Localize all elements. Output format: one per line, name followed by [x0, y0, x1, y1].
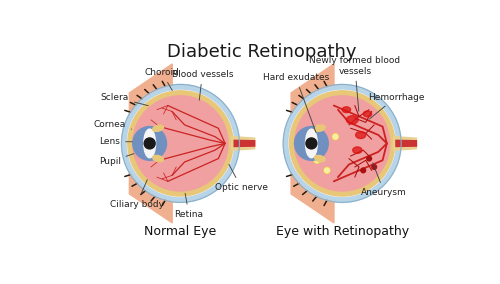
- Text: Hemorrhage: Hemorrhage: [368, 93, 424, 119]
- Circle shape: [128, 90, 234, 197]
- Circle shape: [128, 91, 233, 196]
- Text: Diabetic Retinopathy: Diabetic Retinopathy: [166, 43, 356, 61]
- Circle shape: [290, 91, 395, 196]
- Text: Newly formed blood
vessels: Newly formed blood vessels: [309, 56, 400, 111]
- Text: Cornea: Cornea: [94, 120, 132, 129]
- Text: Blood vessels: Blood vessels: [172, 70, 233, 100]
- Text: Choroid: Choroid: [144, 68, 180, 91]
- Circle shape: [372, 165, 376, 169]
- Circle shape: [283, 84, 401, 202]
- Ellipse shape: [152, 125, 164, 131]
- Polygon shape: [395, 140, 417, 147]
- Ellipse shape: [152, 155, 164, 162]
- Circle shape: [133, 96, 228, 191]
- Ellipse shape: [306, 129, 318, 158]
- Ellipse shape: [314, 125, 325, 131]
- Circle shape: [324, 168, 330, 173]
- Ellipse shape: [144, 129, 156, 158]
- Ellipse shape: [352, 147, 362, 153]
- Circle shape: [289, 90, 395, 197]
- Polygon shape: [291, 64, 334, 114]
- Text: Retina: Retina: [174, 193, 204, 219]
- Text: Eye with Retinopathy: Eye with Retinopathy: [276, 225, 408, 238]
- Circle shape: [316, 126, 321, 131]
- Text: Lens: Lens: [99, 137, 132, 146]
- Circle shape: [333, 134, 338, 139]
- Text: Optic nerve: Optic nerve: [214, 164, 268, 192]
- Circle shape: [310, 143, 315, 147]
- Text: Aneurysm: Aneurysm: [362, 163, 407, 197]
- Polygon shape: [234, 140, 256, 147]
- Circle shape: [367, 156, 372, 161]
- Ellipse shape: [346, 116, 358, 124]
- Text: Sclera: Sclera: [100, 93, 148, 106]
- Ellipse shape: [314, 155, 325, 162]
- Polygon shape: [130, 64, 172, 114]
- Circle shape: [316, 125, 322, 131]
- Circle shape: [314, 157, 320, 163]
- Circle shape: [306, 138, 317, 149]
- Ellipse shape: [342, 107, 350, 113]
- Text: Ciliary body: Ciliary body: [110, 180, 164, 208]
- Circle shape: [294, 96, 390, 191]
- Circle shape: [294, 127, 328, 160]
- Circle shape: [144, 138, 155, 149]
- Circle shape: [332, 134, 338, 140]
- Circle shape: [361, 168, 366, 173]
- Polygon shape: [291, 173, 334, 223]
- Polygon shape: [130, 173, 172, 223]
- Circle shape: [324, 168, 330, 173]
- Text: Normal Eye: Normal Eye: [144, 225, 216, 238]
- Text: Hard exudates: Hard exudates: [262, 73, 329, 132]
- Ellipse shape: [356, 131, 366, 139]
- Text: Pupil: Pupil: [98, 154, 134, 166]
- Circle shape: [310, 142, 316, 148]
- Polygon shape: [231, 136, 256, 151]
- Polygon shape: [392, 136, 417, 151]
- Circle shape: [122, 84, 240, 202]
- Ellipse shape: [363, 111, 372, 117]
- Circle shape: [133, 127, 166, 160]
- Circle shape: [314, 158, 320, 163]
